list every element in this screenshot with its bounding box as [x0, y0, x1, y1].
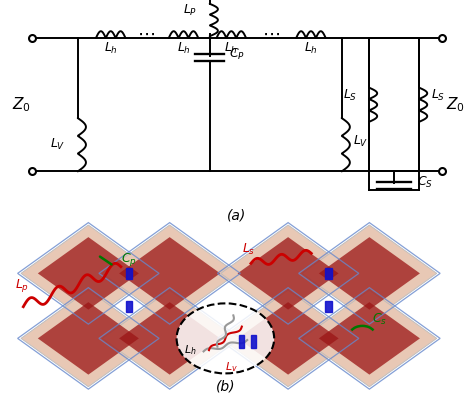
- Polygon shape: [38, 237, 139, 310]
- Text: $L_S$: $L_S$: [431, 88, 445, 103]
- Text: $L_h$: $L_h$: [304, 41, 318, 56]
- Text: $L_h$: $L_h$: [177, 41, 191, 56]
- Text: $L_h$: $L_h$: [104, 41, 118, 56]
- Text: $C_S$: $C_S$: [417, 175, 433, 190]
- Text: $Z_0$: $Z_0$: [447, 95, 465, 114]
- Text: $\cdots$: $\cdots$: [262, 25, 280, 43]
- Bar: [251, 335, 256, 348]
- Polygon shape: [221, 225, 356, 322]
- Bar: [126, 268, 132, 279]
- Text: $L_V$: $L_V$: [49, 137, 65, 152]
- Text: (a): (a): [228, 208, 246, 222]
- Polygon shape: [302, 290, 437, 387]
- Polygon shape: [237, 302, 338, 375]
- Text: (b): (b): [216, 379, 235, 393]
- Text: $\cdots$: $\cdots$: [137, 25, 155, 43]
- Text: $L_p$: $L_p$: [15, 277, 29, 294]
- Text: $L_V$: $L_V$: [353, 134, 368, 149]
- Polygon shape: [21, 225, 155, 322]
- Bar: [326, 301, 331, 312]
- Polygon shape: [102, 290, 237, 387]
- Text: $Z_0$: $Z_0$: [12, 95, 31, 114]
- Text: $C_s$: $C_s$: [372, 312, 387, 327]
- Polygon shape: [21, 290, 155, 387]
- Bar: [239, 335, 244, 348]
- Polygon shape: [302, 225, 437, 322]
- Polygon shape: [119, 237, 220, 310]
- Text: $L_s$: $L_s$: [242, 242, 255, 257]
- Text: $L_h$: $L_h$: [224, 41, 238, 56]
- Polygon shape: [237, 237, 338, 310]
- Text: $L_v$: $L_v$: [226, 360, 238, 374]
- Polygon shape: [38, 302, 139, 375]
- Polygon shape: [221, 290, 356, 387]
- Text: $C_P$: $C_P$: [229, 47, 245, 62]
- Text: $C_p$: $C_p$: [121, 251, 137, 268]
- Circle shape: [177, 303, 274, 374]
- Text: $L_P$: $L_P$: [183, 3, 198, 19]
- Polygon shape: [102, 225, 237, 322]
- Polygon shape: [119, 302, 220, 375]
- Text: $L_S$: $L_S$: [343, 88, 357, 103]
- Polygon shape: [319, 237, 420, 310]
- Bar: [326, 268, 331, 279]
- Polygon shape: [319, 302, 420, 375]
- Text: $L_h$: $L_h$: [183, 344, 196, 357]
- Bar: [126, 301, 132, 312]
